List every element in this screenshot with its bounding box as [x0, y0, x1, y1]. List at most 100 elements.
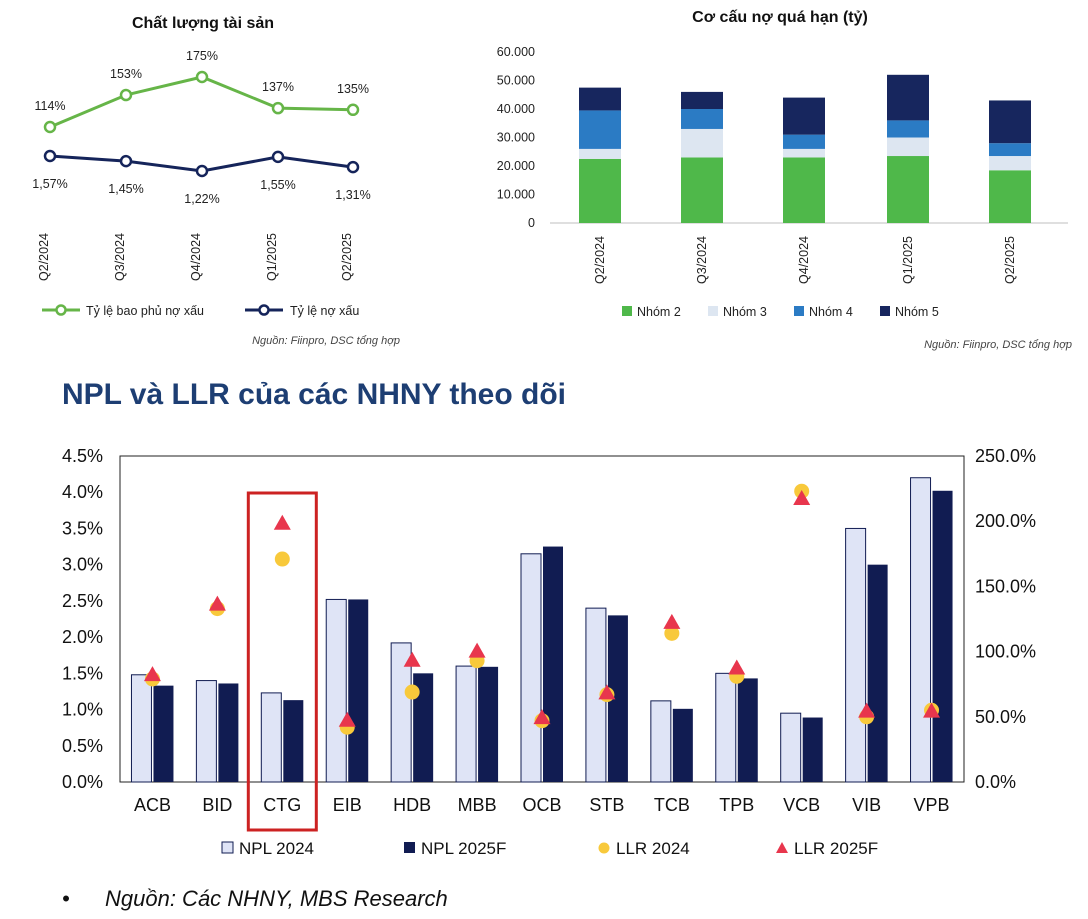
llr-marker-group [143, 483, 941, 735]
bar-nhom3 [579, 148, 621, 159]
bar-npl-2024 [455, 665, 477, 783]
y-tick-label: 3.0% [62, 555, 103, 575]
bar-npl-2024 [780, 712, 802, 783]
y2-tick-labels: 0.0% 50.0% 100.0% 150.0% 200.0% 250.0% [975, 446, 1036, 792]
legend-marker-llr2025 [776, 842, 788, 853]
marker-llr-2025f [923, 702, 941, 718]
marker-llr-2025f [468, 642, 486, 658]
legend-label-nhom2: Nhóm 2 [637, 305, 681, 319]
legend-label-npl2024: NPL 2024 [239, 839, 314, 858]
y-tick-label: 40.000 [497, 102, 535, 116]
bar-nhom3 [989, 156, 1031, 171]
bar-npl-2025f [607, 615, 628, 782]
legend-label-llr2025: LLR 2025F [794, 839, 878, 858]
npl-point [119, 154, 133, 168]
x-tick-label: TCB [654, 795, 690, 815]
x-tick-label: Q2/2025 [340, 233, 354, 281]
y-tick-labels: 0.0% 0.5% 1.0% 1.5% 2.0% 2.5% 3.0% 3.5% 4.0% 4.5% [62, 446, 103, 792]
legend-swatch-npl2025 [404, 842, 415, 853]
bar-nhom2 [783, 157, 825, 223]
y-tick-label: 0.5% [62, 736, 103, 756]
marker-llr-2025f [793, 490, 811, 506]
legend-marker-npl [258, 304, 270, 316]
coverage-data-label: 153% [110, 67, 142, 81]
x-tick-label: TPB [719, 795, 754, 815]
plot-border [119, 455, 965, 783]
x-tick-label: Q2/2024 [37, 233, 51, 281]
bar-npl-2025f [802, 717, 823, 782]
bar-nhom4 [783, 134, 825, 149]
bar-npl-2024 [520, 553, 542, 783]
bar-npl-2025f [153, 685, 174, 782]
bar-npl-2024 [325, 598, 347, 783]
marker-llr-2024 [404, 684, 420, 700]
marker-llr-2024 [664, 625, 680, 641]
bar-nhom2 [887, 156, 929, 223]
y-tick-label: 1.0% [62, 700, 103, 720]
bullet-icon: • [62, 886, 70, 911]
y-tick-label: 0.0% [62, 772, 103, 792]
source-note: Nguồn: Fiinpro, DSC tổng hợp [924, 339, 1072, 351]
bar-nhom4 [579, 110, 621, 149]
source-note: Nguồn: Các NHNY, MBS Research [105, 886, 448, 911]
legend-marker-llr2024 [598, 842, 610, 854]
bar-npl-2024 [260, 692, 282, 783]
bar-nhom4 [887, 120, 929, 138]
legend-label-llr2024: LLR 2024 [616, 839, 690, 858]
y-tick-label: 50.000 [497, 74, 535, 88]
coverage-ratio-line [49, 75, 354, 129]
bar-npl-2024 [390, 642, 412, 783]
x-tick-label: VIB [852, 795, 881, 815]
plot-frame [119, 455, 965, 783]
x-tick-label: Q4/2024 [189, 233, 203, 281]
coverage-point [119, 88, 133, 102]
bar-nhom3 [887, 137, 929, 157]
npl-bar-group [130, 477, 953, 783]
section-heading: NPL và LLR của các NHNY theo dõi [62, 378, 566, 411]
legend-swatch-nhom5 [880, 306, 890, 316]
npl-data-label: 1,45% [108, 182, 143, 196]
x-tick-label: Q1/2025 [901, 236, 915, 284]
y-tick-label: 30.000 [497, 131, 535, 145]
x-tick-label: OCB [522, 795, 561, 815]
coverage-data-label: 137% [262, 80, 294, 94]
bar-nhom3 [783, 148, 825, 158]
source-note: Nguồn: Fiinpro, DSC tổng hợp [252, 335, 400, 347]
bar-nhom4 [989, 143, 1031, 157]
bar-npl-2025f [283, 700, 304, 782]
x-tick-label: CTG [263, 795, 301, 815]
npl-data-label: 1,55% [260, 178, 295, 192]
marker-llr-2025f [273, 514, 291, 530]
y-tick-label: 2.5% [62, 591, 103, 611]
bar-npl-2024 [715, 672, 737, 783]
legend-label-coverage: Tỷ lệ bao phủ nợ xấu [86, 304, 204, 318]
bar-npl-2024 [650, 700, 672, 783]
bar-npl-2025f [348, 599, 369, 782]
x-tick-label: Q4/2024 [797, 236, 811, 284]
chart-title: Chất lượng tài sản [132, 15, 274, 32]
bar-npl-2025f [413, 673, 434, 782]
legend-label-npl: Tỷ lệ nợ xấu [290, 304, 359, 318]
bar-nhom2 [579, 158, 621, 223]
bar-npl-2025f [932, 490, 953, 782]
x-tick-label: Q1/2025 [265, 233, 279, 281]
y2-tick-label: 150.0% [975, 576, 1036, 596]
bar-nhom2 [989, 170, 1031, 223]
y-tick-label: 0 [528, 216, 535, 230]
legend-label-nhom3: Nhóm 3 [723, 305, 767, 319]
bar-npl-2025f [737, 678, 758, 782]
y2-tick-label: 0.0% [975, 772, 1016, 792]
marker-llr-2025f [403, 651, 421, 667]
bar-npl-2024 [130, 674, 152, 783]
legend-swatch-nhom3 [708, 306, 718, 316]
y-tick-label: 60.000 [497, 45, 535, 59]
legend-label-nhom4: Nhóm 4 [809, 305, 853, 319]
bar-npl-2025f [543, 546, 563, 782]
legend-label-nhom5: Nhóm 5 [895, 305, 939, 319]
marker-llr-2025f [663, 613, 681, 629]
chart-legend: Tỷ lệ bao phủ nợ xấu Tỷ lệ nợ xấu [42, 304, 359, 318]
y-tick-label: 20.000 [497, 159, 535, 173]
legend-swatch-nhom4 [794, 306, 804, 316]
x-tick-label: Q2/2025 [1003, 236, 1017, 284]
